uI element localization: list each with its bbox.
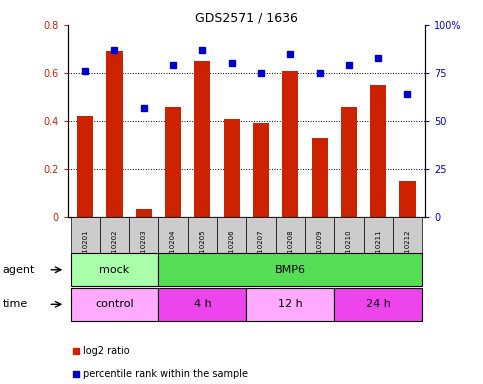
Bar — [188, 217, 217, 284]
Bar — [71, 217, 100, 284]
Text: GSM110208: GSM110208 — [287, 229, 293, 272]
Text: log2 ratio: log2 ratio — [83, 346, 130, 356]
Bar — [312, 138, 327, 217]
Text: GSM110206: GSM110206 — [228, 229, 235, 272]
Text: GSM110203: GSM110203 — [141, 229, 147, 272]
Bar — [71, 288, 158, 321]
Text: GSM110202: GSM110202 — [112, 229, 117, 272]
Bar — [158, 288, 246, 321]
Text: percentile rank within the sample: percentile rank within the sample — [83, 369, 248, 379]
Text: BMP6: BMP6 — [275, 265, 306, 275]
Bar — [246, 217, 276, 284]
Text: control: control — [95, 299, 134, 310]
Bar — [334, 217, 364, 284]
Text: GSM110209: GSM110209 — [316, 229, 323, 272]
Text: GSM110212: GSM110212 — [404, 229, 411, 272]
Bar — [341, 107, 357, 217]
Text: GSM110205: GSM110205 — [199, 229, 205, 272]
Bar — [217, 217, 246, 284]
Bar — [246, 288, 334, 321]
Bar — [370, 85, 386, 217]
Bar — [393, 217, 422, 284]
Text: GSM110210: GSM110210 — [346, 229, 352, 272]
Bar — [305, 217, 334, 284]
Bar — [276, 217, 305, 284]
Bar — [224, 119, 240, 217]
Text: GSM110207: GSM110207 — [258, 229, 264, 272]
Bar — [399, 181, 415, 217]
Bar — [253, 123, 269, 217]
Bar — [364, 217, 393, 284]
Text: GDS2571 / 1636: GDS2571 / 1636 — [195, 12, 298, 25]
Bar — [77, 116, 93, 217]
Bar — [282, 71, 298, 217]
Text: 24 h: 24 h — [366, 299, 391, 310]
Text: time: time — [2, 299, 28, 310]
Bar — [194, 61, 211, 217]
Bar — [334, 288, 422, 321]
Bar — [106, 51, 123, 217]
Text: 4 h: 4 h — [194, 299, 211, 310]
Bar — [129, 217, 158, 284]
Text: GSM110211: GSM110211 — [375, 229, 381, 272]
Text: mock: mock — [99, 265, 129, 275]
Bar — [71, 253, 158, 286]
Text: 12 h: 12 h — [278, 299, 303, 310]
Bar — [136, 209, 152, 217]
Bar — [165, 107, 181, 217]
Bar — [158, 217, 188, 284]
Text: GSM110201: GSM110201 — [82, 229, 88, 272]
Bar — [158, 253, 422, 286]
Text: GSM110204: GSM110204 — [170, 229, 176, 272]
Text: agent: agent — [2, 265, 35, 275]
Bar — [100, 217, 129, 284]
